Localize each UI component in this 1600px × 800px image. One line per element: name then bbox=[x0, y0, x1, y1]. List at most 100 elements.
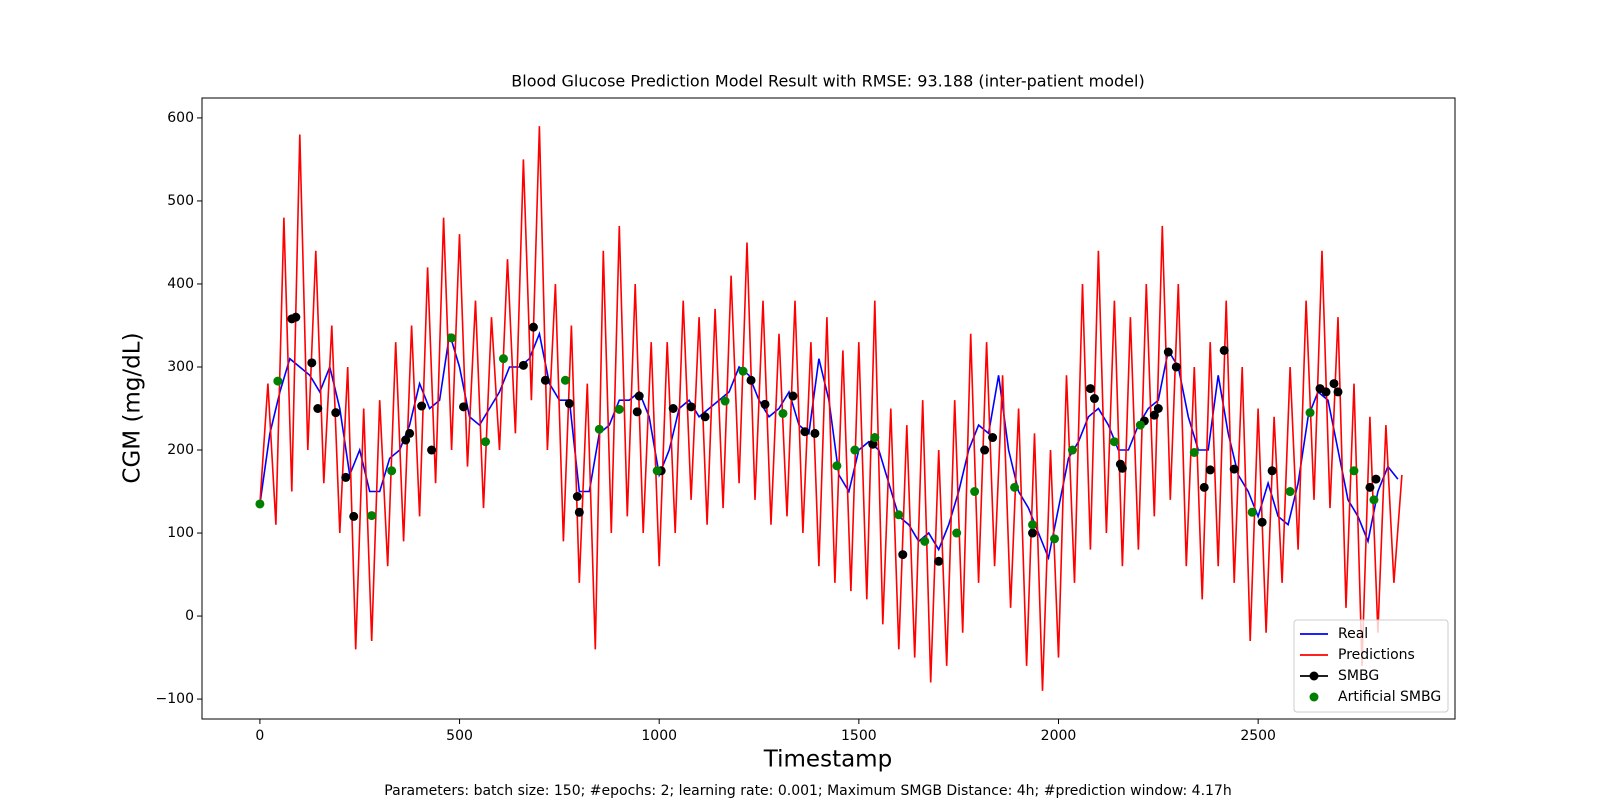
point bbox=[518, 360, 528, 370]
point bbox=[331, 408, 341, 418]
point bbox=[498, 354, 508, 364]
point bbox=[700, 412, 710, 422]
x-tick-label: 1500 bbox=[841, 728, 877, 744]
y-tick-label: 200 bbox=[167, 442, 194, 458]
point bbox=[1365, 482, 1375, 492]
point bbox=[1050, 534, 1060, 544]
point bbox=[405, 428, 415, 438]
point bbox=[1171, 362, 1181, 372]
point bbox=[560, 375, 570, 385]
point bbox=[1257, 517, 1267, 527]
point bbox=[387, 466, 397, 476]
point bbox=[1149, 410, 1159, 420]
point bbox=[1163, 347, 1173, 357]
point bbox=[832, 461, 842, 471]
point bbox=[850, 445, 860, 455]
legend-box bbox=[1293, 619, 1449, 713]
point bbox=[1067, 445, 1077, 455]
plot-frame bbox=[201, 97, 1456, 720]
legend-label: Real bbox=[1338, 626, 1368, 642]
y-tick-label: 300 bbox=[167, 359, 194, 375]
point bbox=[1371, 474, 1381, 484]
point bbox=[1229, 464, 1239, 474]
point bbox=[481, 437, 491, 447]
point bbox=[574, 507, 584, 517]
point bbox=[614, 404, 624, 414]
point bbox=[427, 445, 437, 455]
point bbox=[594, 424, 604, 434]
point bbox=[307, 358, 317, 368]
point bbox=[1305, 408, 1315, 418]
point bbox=[341, 472, 351, 482]
point bbox=[810, 428, 820, 438]
legend-label: SMBG bbox=[1338, 668, 1379, 684]
point bbox=[1028, 520, 1038, 530]
y-tick-label: 400 bbox=[167, 276, 194, 292]
legend-marker bbox=[1309, 671, 1319, 681]
legend-label: Predictions bbox=[1338, 647, 1415, 663]
point bbox=[572, 492, 582, 502]
plot-area bbox=[255, 126, 1403, 691]
line-1 bbox=[259, 126, 1403, 691]
x-tick-label: 1000 bbox=[641, 728, 677, 744]
point bbox=[652, 466, 662, 476]
y-axis-label: CGM (mg/dL) bbox=[120, 332, 146, 483]
point bbox=[1028, 528, 1038, 538]
point bbox=[778, 408, 788, 418]
point bbox=[1329, 379, 1339, 389]
point bbox=[564, 399, 574, 409]
footnote: Parameters: batch size: 150; #epochs: 2;… bbox=[384, 783, 1231, 799]
point bbox=[1089, 394, 1099, 404]
point bbox=[1189, 448, 1199, 458]
point bbox=[1321, 387, 1331, 397]
point bbox=[1199, 482, 1209, 492]
point bbox=[988, 433, 998, 443]
point bbox=[686, 402, 696, 412]
point bbox=[1349, 466, 1359, 476]
point bbox=[401, 435, 411, 445]
point bbox=[970, 487, 980, 497]
point bbox=[1135, 420, 1145, 430]
point bbox=[291, 312, 301, 322]
point bbox=[1267, 466, 1277, 476]
y-tick-label: 600 bbox=[167, 110, 194, 126]
point bbox=[632, 407, 642, 417]
point bbox=[1369, 495, 1379, 505]
point bbox=[447, 333, 457, 343]
point bbox=[349, 511, 359, 521]
point bbox=[788, 391, 798, 401]
point bbox=[1205, 465, 1215, 475]
point bbox=[668, 404, 678, 413]
point bbox=[920, 536, 930, 546]
point bbox=[634, 391, 644, 401]
point bbox=[1219, 345, 1229, 355]
x-tick-label: 2500 bbox=[1240, 728, 1276, 744]
point bbox=[528, 322, 538, 332]
y-tick-label: 100 bbox=[167, 525, 194, 541]
y-tick-label: −100 bbox=[156, 691, 194, 707]
chart-title: Blood Glucose Prediction Model Result wi… bbox=[511, 72, 1144, 91]
point bbox=[934, 556, 944, 566]
point bbox=[800, 427, 810, 437]
point bbox=[1010, 482, 1020, 492]
legend-marker bbox=[1309, 692, 1319, 702]
x-tick-label: 500 bbox=[446, 728, 473, 744]
point bbox=[894, 510, 904, 520]
y-tick-label: 0 bbox=[185, 608, 194, 624]
point bbox=[367, 511, 377, 521]
point bbox=[952, 528, 962, 538]
point bbox=[273, 376, 283, 386]
point bbox=[255, 499, 265, 509]
point bbox=[760, 399, 770, 409]
point bbox=[870, 433, 880, 443]
point bbox=[738, 366, 748, 376]
point bbox=[1333, 387, 1343, 397]
point bbox=[540, 375, 550, 385]
point bbox=[1085, 384, 1095, 394]
point bbox=[746, 375, 756, 385]
point bbox=[1109, 437, 1119, 447]
x-tick-label: 0 bbox=[255, 728, 264, 744]
point bbox=[980, 445, 990, 455]
point bbox=[1247, 507, 1257, 517]
